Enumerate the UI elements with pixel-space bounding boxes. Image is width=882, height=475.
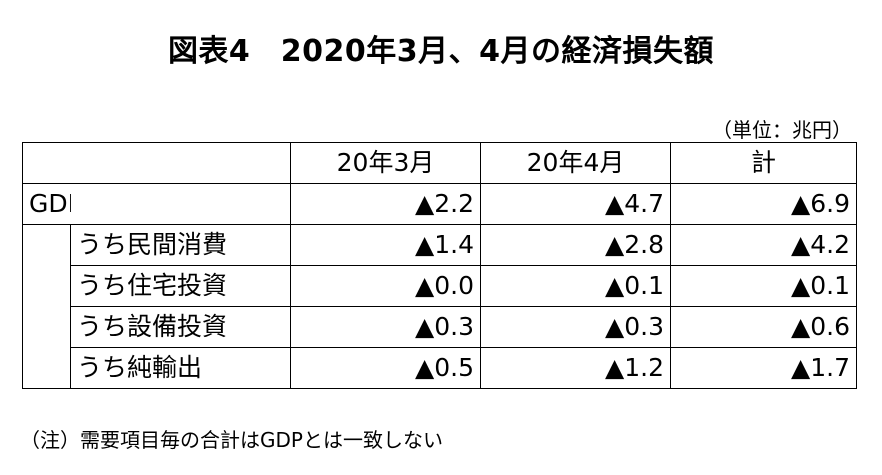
table-cell: ▲0.0 xyxy=(290,265,481,307)
table-cell: ▲2.8 xyxy=(480,224,671,266)
table-cell: ▲1.4 xyxy=(290,224,481,266)
row-label: うち純輸出 xyxy=(70,347,291,389)
unit-label: （単位：兆円） xyxy=(712,118,852,142)
table-cell: ▲0.1 xyxy=(480,265,671,307)
cell-gdp-total: ▲6.9 xyxy=(670,183,857,225)
table-row: うち住宅投資 ▲0.0 ▲0.1 ▲0.1 xyxy=(22,265,857,307)
row-label-gdp: GDP xyxy=(22,183,71,225)
header-cell-blank xyxy=(22,142,291,184)
table-row-gdp: GDP ▲2.2 ▲4.7 ▲6.9 xyxy=(22,183,857,225)
header-cell-april: 20年4月 xyxy=(480,142,671,184)
header-cell-march: 20年3月 xyxy=(290,142,481,184)
page-title: 図表4 2020年3月、4月の経済損失額 xyxy=(167,34,715,69)
table-row: うち民間消費 ▲1.4 ▲2.8 ▲4.2 xyxy=(22,224,857,266)
table-cell: ▲4.2 xyxy=(670,224,857,266)
table-cell: ▲0.1 xyxy=(670,265,857,307)
cell-gdp-april: ▲4.7 xyxy=(480,183,671,225)
row-label: うち住宅投資 xyxy=(70,265,291,307)
footnote: （注）需要項目毎の合計はGDPとは一致しない xyxy=(20,428,443,452)
cell-gdp-march: ▲2.2 xyxy=(290,183,481,225)
row-label: うち設備投資 xyxy=(70,306,291,348)
row-label: うち民間消費 xyxy=(70,224,291,266)
table-cell: ▲0.3 xyxy=(480,306,671,348)
table-cell: ▲0.6 xyxy=(670,306,857,348)
table-cell: ▲0.3 xyxy=(290,306,481,348)
economic-loss-table: 20年3月 20年4月 計 GDP ▲2.2 ▲4.7 ▲6.9 うち民間消費 … xyxy=(22,142,857,389)
indent-cell xyxy=(22,224,71,266)
header-cell-total: 計 xyxy=(670,142,857,184)
table-row: うち設備投資 ▲0.3 ▲0.3 ▲0.6 xyxy=(22,306,857,348)
table-cell: ▲0.5 xyxy=(290,347,481,389)
indent-cell xyxy=(22,306,71,348)
indent-cell xyxy=(22,265,71,307)
table-cell: ▲1.7 xyxy=(670,347,857,389)
table-header-row: 20年3月 20年4月 計 xyxy=(22,142,857,184)
table-cell: ▲1.2 xyxy=(480,347,671,389)
indent-cell xyxy=(22,347,71,389)
table-row: うち純輸出 ▲0.5 ▲1.2 ▲1.7 xyxy=(22,347,857,389)
row-label-gdp-continuation xyxy=(70,183,291,225)
